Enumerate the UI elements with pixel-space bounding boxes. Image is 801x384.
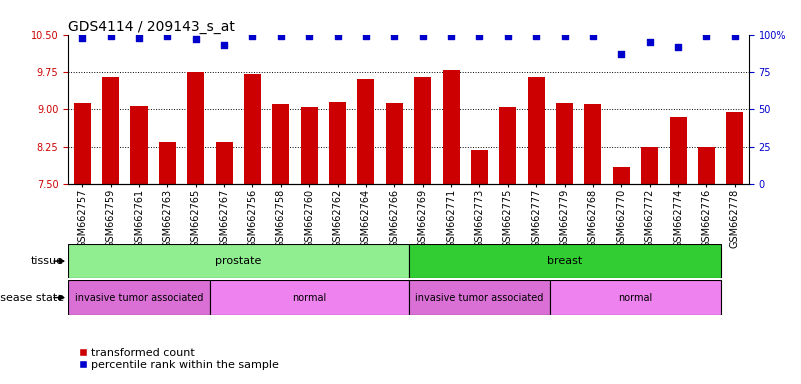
Bar — [414, 77, 431, 184]
Point — [529, 33, 542, 39]
Bar — [386, 103, 403, 184]
Bar — [103, 77, 119, 184]
Point — [728, 33, 741, 39]
Bar — [698, 147, 714, 184]
Point — [104, 33, 117, 39]
Point — [331, 33, 344, 39]
Bar — [499, 107, 517, 184]
Text: prostate: prostate — [215, 256, 261, 266]
Point — [501, 33, 514, 39]
Bar — [187, 72, 204, 184]
Bar — [210, 280, 409, 315]
Bar — [556, 103, 573, 184]
Bar — [727, 112, 743, 184]
Bar — [550, 280, 721, 315]
Text: tissue: tissue — [31, 256, 64, 266]
Point — [246, 33, 259, 39]
Point — [360, 33, 372, 39]
Point — [275, 33, 288, 39]
Bar — [641, 147, 658, 184]
Bar — [215, 142, 232, 184]
Legend: transformed count, percentile rank within the sample: transformed count, percentile rank withi… — [74, 344, 284, 375]
Point — [700, 33, 713, 39]
Text: GDS4114 / 209143_s_at: GDS4114 / 209143_s_at — [68, 20, 235, 33]
Point — [558, 33, 571, 39]
Bar — [300, 107, 318, 184]
Point — [586, 33, 599, 39]
Bar — [471, 151, 488, 184]
Point — [473, 33, 486, 39]
Text: disease state: disease state — [0, 293, 64, 303]
Point — [76, 35, 89, 41]
Bar — [74, 103, 91, 184]
Bar — [68, 244, 409, 278]
Point — [445, 33, 457, 39]
Bar — [585, 104, 602, 184]
Bar — [357, 79, 374, 184]
Point — [161, 33, 174, 39]
Bar — [244, 74, 261, 184]
Point — [303, 33, 316, 39]
Bar — [613, 167, 630, 184]
Point — [643, 39, 656, 45]
Point — [133, 35, 146, 41]
Bar — [131, 106, 147, 184]
Point — [417, 33, 429, 39]
Bar — [442, 70, 460, 184]
Bar — [272, 104, 289, 184]
Bar — [409, 244, 721, 278]
Point — [671, 43, 684, 50]
Bar — [159, 142, 176, 184]
Text: normal: normal — [292, 293, 326, 303]
Point — [615, 51, 628, 57]
Text: invasive tumor associated: invasive tumor associated — [74, 293, 203, 303]
Bar — [670, 117, 686, 184]
Text: breast: breast — [547, 256, 582, 266]
Point — [189, 36, 202, 42]
Text: invasive tumor associated: invasive tumor associated — [415, 293, 544, 303]
Point — [218, 42, 231, 48]
Bar — [409, 280, 550, 315]
Bar — [68, 280, 210, 315]
Bar — [329, 102, 346, 184]
Text: normal: normal — [618, 293, 653, 303]
Point — [388, 33, 400, 39]
Bar — [528, 77, 545, 184]
